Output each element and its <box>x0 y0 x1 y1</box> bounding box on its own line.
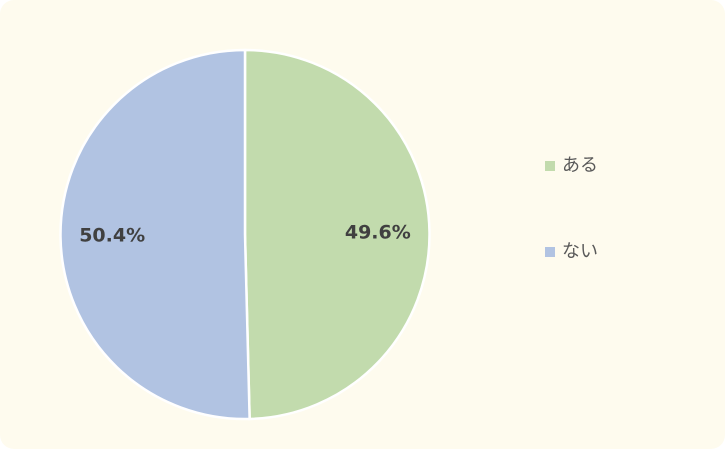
legend: ある ない <box>545 150 598 322</box>
legend-label-aru: ある <box>562 155 598 176</box>
legend-item-aru: ある <box>545 150 598 178</box>
pie-data-labels: 49.6% 50.4% <box>79 221 411 246</box>
legend-item-nai: ない <box>545 236 598 264</box>
data-label-aru: 49.6% <box>345 221 411 243</box>
legend-swatch-aru <box>545 160 555 171</box>
legend-swatch-nai <box>545 246 555 257</box>
legend-label-nai: ない <box>562 241 598 262</box>
pie-slice-nai <box>59 48 251 421</box>
pie-slice-aru <box>243 48 431 421</box>
data-label-nai: 50.4% <box>79 225 145 247</box>
pie-slices <box>59 48 431 421</box>
